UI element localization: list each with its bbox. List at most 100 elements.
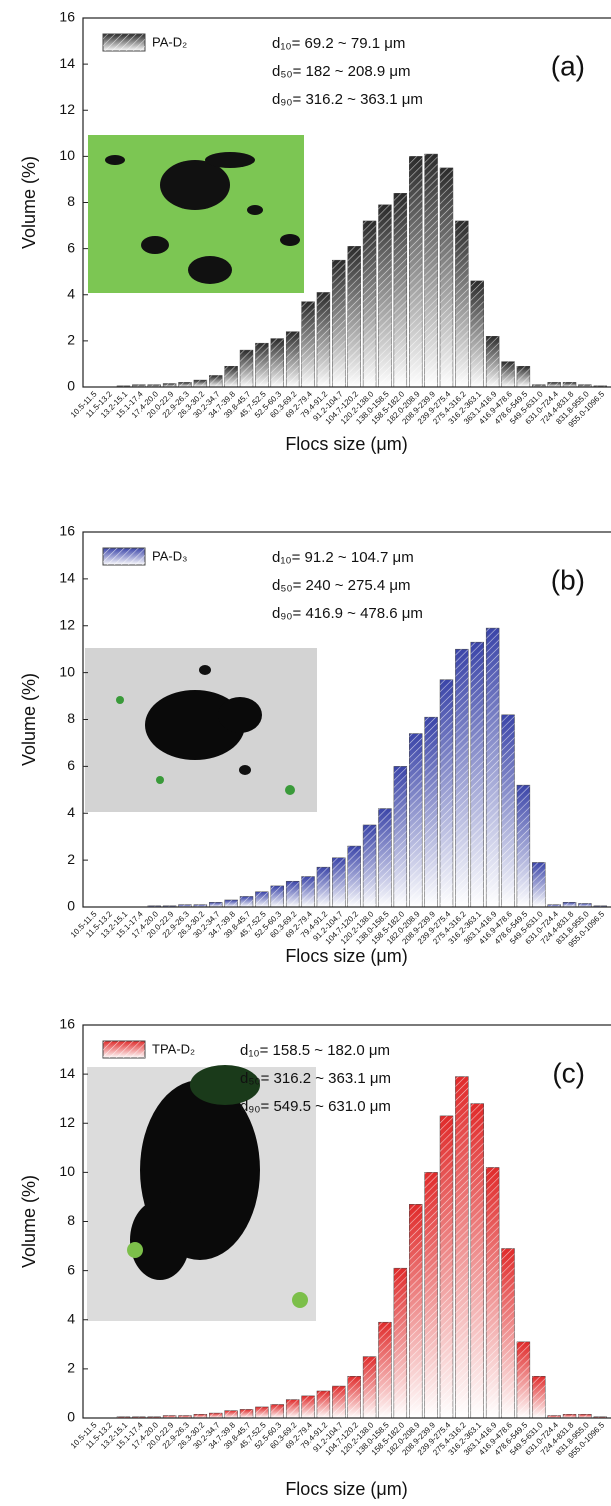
bar-hatch — [193, 1414, 207, 1418]
bar-hatch — [224, 899, 238, 907]
y-tick-label: 4 — [67, 285, 75, 301]
bar-hatch — [270, 1404, 284, 1418]
y-tick-label: 0 — [67, 1409, 75, 1425]
x-axis-label: Flocs size (μm) — [285, 946, 407, 966]
bar-hatch — [347, 1376, 361, 1418]
bar-hatch — [578, 903, 592, 907]
panel-label: (a) — [551, 50, 585, 81]
bar-hatch — [516, 1341, 530, 1418]
bar-hatch — [301, 301, 315, 387]
bar-hatch — [393, 766, 407, 907]
bar-hatch — [270, 885, 284, 907]
legend: PA-D₂ — [102, 33, 187, 52]
annotation: d₅₀= 182 ~ 208.9 μm — [272, 63, 411, 80]
y-tick-label: 0 — [67, 898, 75, 914]
y-tick-label: 14 — [59, 1065, 75, 1081]
y-tick-label: 6 — [67, 239, 75, 255]
bar-hatch — [316, 292, 330, 387]
bar-hatch — [547, 1415, 561, 1418]
bar-hatch — [547, 904, 561, 907]
annotation: d₁₀= 69.2 ~ 79.1 μm — [272, 35, 405, 52]
y-tick-label: 8 — [67, 710, 75, 726]
y-tick-label: 10 — [59, 1163, 75, 1179]
bar-hatch — [240, 350, 253, 387]
bar-hatch — [486, 1167, 500, 1418]
bar-hatch — [424, 154, 438, 387]
y-tick-label: 6 — [67, 1261, 75, 1277]
bar-hatch — [193, 904, 207, 907]
x-axis-label: Flocs size (μm) — [285, 434, 407, 454]
bar-hatch — [547, 382, 561, 387]
bar-hatch — [316, 867, 330, 907]
inset-image — [88, 135, 304, 293]
bar-hatch — [286, 881, 300, 907]
bar-hatch — [147, 1416, 161, 1418]
bar-hatch — [316, 1390, 330, 1418]
bar-hatch — [455, 649, 469, 907]
y-tick-label: 2 — [67, 332, 75, 348]
y-tick-label: 16 — [59, 9, 75, 25]
bar-hatch — [501, 714, 515, 907]
bar-hatch — [301, 1395, 315, 1418]
legend-swatch-hatch — [103, 34, 145, 51]
bar-hatch — [393, 1268, 407, 1418]
bar-hatch — [332, 1386, 346, 1418]
bar-hatch — [347, 246, 361, 387]
bar-hatch — [470, 642, 484, 907]
bar-hatch — [440, 167, 453, 387]
bar-hatch — [163, 383, 177, 387]
bar-hatch — [424, 717, 438, 907]
bar-hatch — [501, 1248, 515, 1418]
bar-hatch — [424, 1172, 438, 1418]
bar-hatch — [563, 382, 577, 387]
legend-label: PA-D₂ — [152, 34, 187, 49]
bar-hatch — [116, 1416, 130, 1418]
x-axis-label: Flocs size (μm) — [285, 1479, 407, 1499]
y-axis-label: Volume (%) — [19, 156, 39, 249]
bar-hatch — [563, 1414, 577, 1418]
legend: TPA-D₂ — [102, 1040, 195, 1059]
y-tick-label: 6 — [67, 757, 75, 773]
bar-hatch — [470, 1103, 484, 1418]
bar-hatch — [516, 785, 530, 907]
y-tick-label: 12 — [59, 1114, 75, 1130]
bar-hatch — [378, 204, 392, 387]
bar-hatch — [409, 156, 423, 387]
annotation: d₅₀= 240 ~ 275.4 μm — [272, 577, 411, 594]
bar-hatch — [255, 1406, 269, 1418]
panel-label: (c) — [552, 1057, 585, 1088]
bar-hatch — [470, 280, 484, 387]
bar-hatch — [378, 808, 392, 907]
y-tick-label: 16 — [59, 523, 75, 539]
y-tick-label: 12 — [59, 616, 75, 632]
bar-hatch — [286, 331, 300, 387]
legend-label: TPA-D₂ — [152, 1041, 195, 1056]
panel-label: (b) — [551, 564, 585, 595]
bar-hatch — [532, 1376, 546, 1418]
bar-hatch — [240, 1409, 253, 1418]
bar-hatch — [563, 902, 577, 907]
annotation: d₉₀= 316.2 ~ 363.1 μm — [272, 91, 423, 108]
bar-hatch — [516, 366, 530, 387]
y-tick-label: 0 — [67, 378, 75, 394]
y-tick-label: 16 — [59, 1016, 75, 1032]
legend-label: PA-D₃ — [152, 548, 187, 563]
bar-hatch — [193, 380, 207, 387]
bar-hatch — [163, 1415, 177, 1418]
bar-hatch — [486, 336, 500, 387]
bar-hatch — [578, 384, 592, 387]
bar-hatch — [409, 733, 423, 907]
bar-hatch — [224, 1410, 238, 1418]
y-tick-label: 4 — [67, 1310, 75, 1326]
y-tick-label: 2 — [67, 1360, 75, 1376]
bar-hatch — [393, 193, 407, 387]
bar-hatch — [532, 862, 546, 907]
legend-swatch-hatch — [103, 548, 145, 565]
bar-hatch — [332, 260, 346, 387]
bar-hatch — [440, 679, 453, 907]
y-tick-label: 10 — [59, 663, 75, 679]
annotation: d₉₀= 416.9 ~ 478.6 μm — [272, 605, 423, 622]
bar-hatch — [486, 628, 500, 907]
y-axis-label: Volume (%) — [19, 1175, 39, 1268]
annotation: d₅₀= 316.2 ~ 363.1 μm — [240, 1070, 391, 1087]
